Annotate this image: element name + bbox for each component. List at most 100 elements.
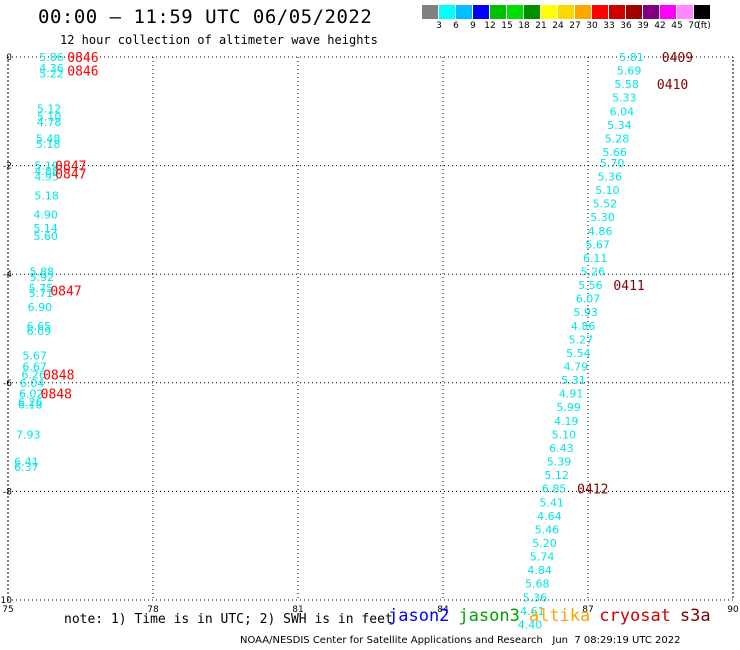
color-scale-label: (ft) [697, 21, 711, 31]
wave-height-value: 6.37 [14, 461, 39, 474]
y-tick-label: -6 [3, 379, 12, 389]
wave-height-value: 6.18 [18, 399, 43, 412]
chart-footer: NOAA/NESDIS Center for Satellite Applica… [240, 635, 681, 646]
color-scale-bar [422, 5, 711, 19]
wave-height-value: 4.40 [518, 618, 543, 631]
wave-height-value: 6.65 [27, 320, 52, 333]
legend-altika: altika [528, 606, 591, 626]
wave-height-value: 6.02 [19, 388, 44, 401]
wave-height-value: 5.36 [598, 170, 623, 183]
wave-height-value: 5.67 [585, 238, 610, 251]
wave-height-value: 5.41 [540, 496, 565, 509]
wave-height-value: 4.78 [37, 116, 62, 129]
wave-height-value: 5.88 [30, 265, 55, 278]
wave-height-value: 5.30 [590, 211, 615, 224]
x-tick-label: 90 [727, 605, 739, 615]
wave-height-value: 4.95 [34, 170, 59, 183]
wave-height-value: 5.19 [34, 160, 59, 173]
color-scale-label: 39 [637, 21, 649, 31]
wave-height-value: 4.79 [564, 361, 589, 374]
color-scale-label: 27 [569, 21, 581, 31]
color-scale-label: 21 [535, 21, 547, 31]
plot-frame [7, 56, 734, 601]
y-tick-label: 0 [6, 53, 12, 63]
x-tick-label: 87 [582, 605, 593, 615]
color-swatch [592, 5, 609, 19]
wave-height-value: 5.52 [593, 198, 618, 211]
wave-height-value: 6.41 [14, 456, 39, 469]
wave-height-value: 5.36 [523, 591, 548, 604]
wave-height-value: 6.26 [21, 369, 46, 382]
wave-height-value: 4.36 [39, 62, 64, 75]
color-swatch [558, 5, 575, 19]
y-tick-label: -2 [3, 162, 12, 172]
y-tick-label: -10 [0, 596, 12, 606]
satellite-legend: jason2 jason3 altika cryosat s3a [388, 606, 720, 626]
color-swatch [609, 5, 626, 19]
wave-height-value: 5.12 [544, 469, 569, 482]
pass-time-label: 0410 [657, 78, 688, 93]
wave-height-value: 5.12 [37, 103, 62, 116]
wave-height-value: 5.74 [530, 551, 555, 564]
wave-height-value: 5.34 [607, 119, 632, 132]
wave-height-value: 5.99 [556, 401, 581, 414]
wave-height-value: 5.39 [547, 456, 572, 469]
wave-height-value: 6.11 [583, 252, 608, 265]
x-tick-label: 75 [2, 605, 13, 615]
wave-height-value: 4.64 [537, 510, 562, 523]
wave-height-value: 5.22 [39, 67, 64, 80]
color-scale-label: 18 [518, 21, 530, 31]
wave-height-value: 5.27 [569, 333, 594, 346]
y-tick-label: -8 [3, 487, 12, 497]
wave-height-value: 7.93 [16, 428, 41, 441]
color-scale-label: 70 [688, 21, 700, 31]
color-scale-label: 36 [620, 21, 632, 31]
wave-height-value: 5.86 [39, 51, 64, 64]
color-scale-label: 12 [484, 21, 496, 31]
wave-height-value: 5.66 [602, 146, 627, 159]
x-tick-label: 84 [437, 605, 449, 615]
legend-jason2: jason2 [388, 606, 450, 626]
wave-height-value: 5.71 [29, 287, 54, 300]
wave-height-value: 6.09 [27, 325, 52, 338]
wave-height-value: 5.14 [33, 222, 58, 235]
wave-height-value: 6.67 [22, 361, 47, 374]
color-scale-label: 24 [552, 21, 564, 31]
wave-height-value: 4.88 [34, 165, 59, 178]
wave-height-value: 5.93 [573, 306, 598, 319]
color-swatch [456, 5, 473, 19]
pass-time-label: 0847 [55, 168, 86, 183]
legend-s3a: s3a [679, 606, 711, 626]
color-swatch [694, 5, 711, 19]
pass-time-label: 0409 [662, 51, 693, 66]
wave-height-value: 6.04 [610, 105, 635, 118]
wave-height-value: 5.60 [33, 230, 58, 243]
wave-height-value: 6.90 [28, 301, 53, 314]
legend-jason3: jason3 [458, 606, 520, 626]
color-scale-label: 9 [470, 21, 476, 31]
wave-height-value: 4.19 [554, 415, 579, 428]
wave-height-value: 4.90 [33, 208, 58, 221]
color-scale-label: 42 [654, 21, 666, 31]
chart-subtitle: 12 hour collection of altimeter wave hei… [60, 33, 378, 47]
wave-height-value: 5.33 [612, 92, 637, 105]
color-swatch [677, 5, 694, 19]
color-swatch [439, 5, 456, 19]
wave-height-value: 5.46 [535, 523, 560, 536]
wave-height-value: 5.10 [37, 111, 62, 124]
wave-height-value: 5.48 [36, 132, 61, 145]
wave-height-value: 5.58 [614, 78, 639, 91]
color-swatch [626, 5, 643, 19]
wave-height-value: 5.81 [619, 51, 644, 64]
wave-height-value: 5.68 [525, 578, 550, 591]
color-swatch [575, 5, 592, 19]
color-scale-label: 15 [501, 21, 513, 31]
legend-cryosat: cryosat [599, 606, 671, 626]
wave-height-value: 5.18 [36, 138, 61, 151]
pass-time-label: 0847 [55, 160, 86, 175]
pass-time-label: 0848 [41, 388, 72, 403]
chart-title: 00:00 – 11:59 UTC 06/05/2022 [38, 6, 373, 28]
wave-height-value: 6.04 [20, 377, 45, 390]
color-swatch [422, 5, 439, 19]
wave-height-value: 5.56 [578, 279, 603, 292]
